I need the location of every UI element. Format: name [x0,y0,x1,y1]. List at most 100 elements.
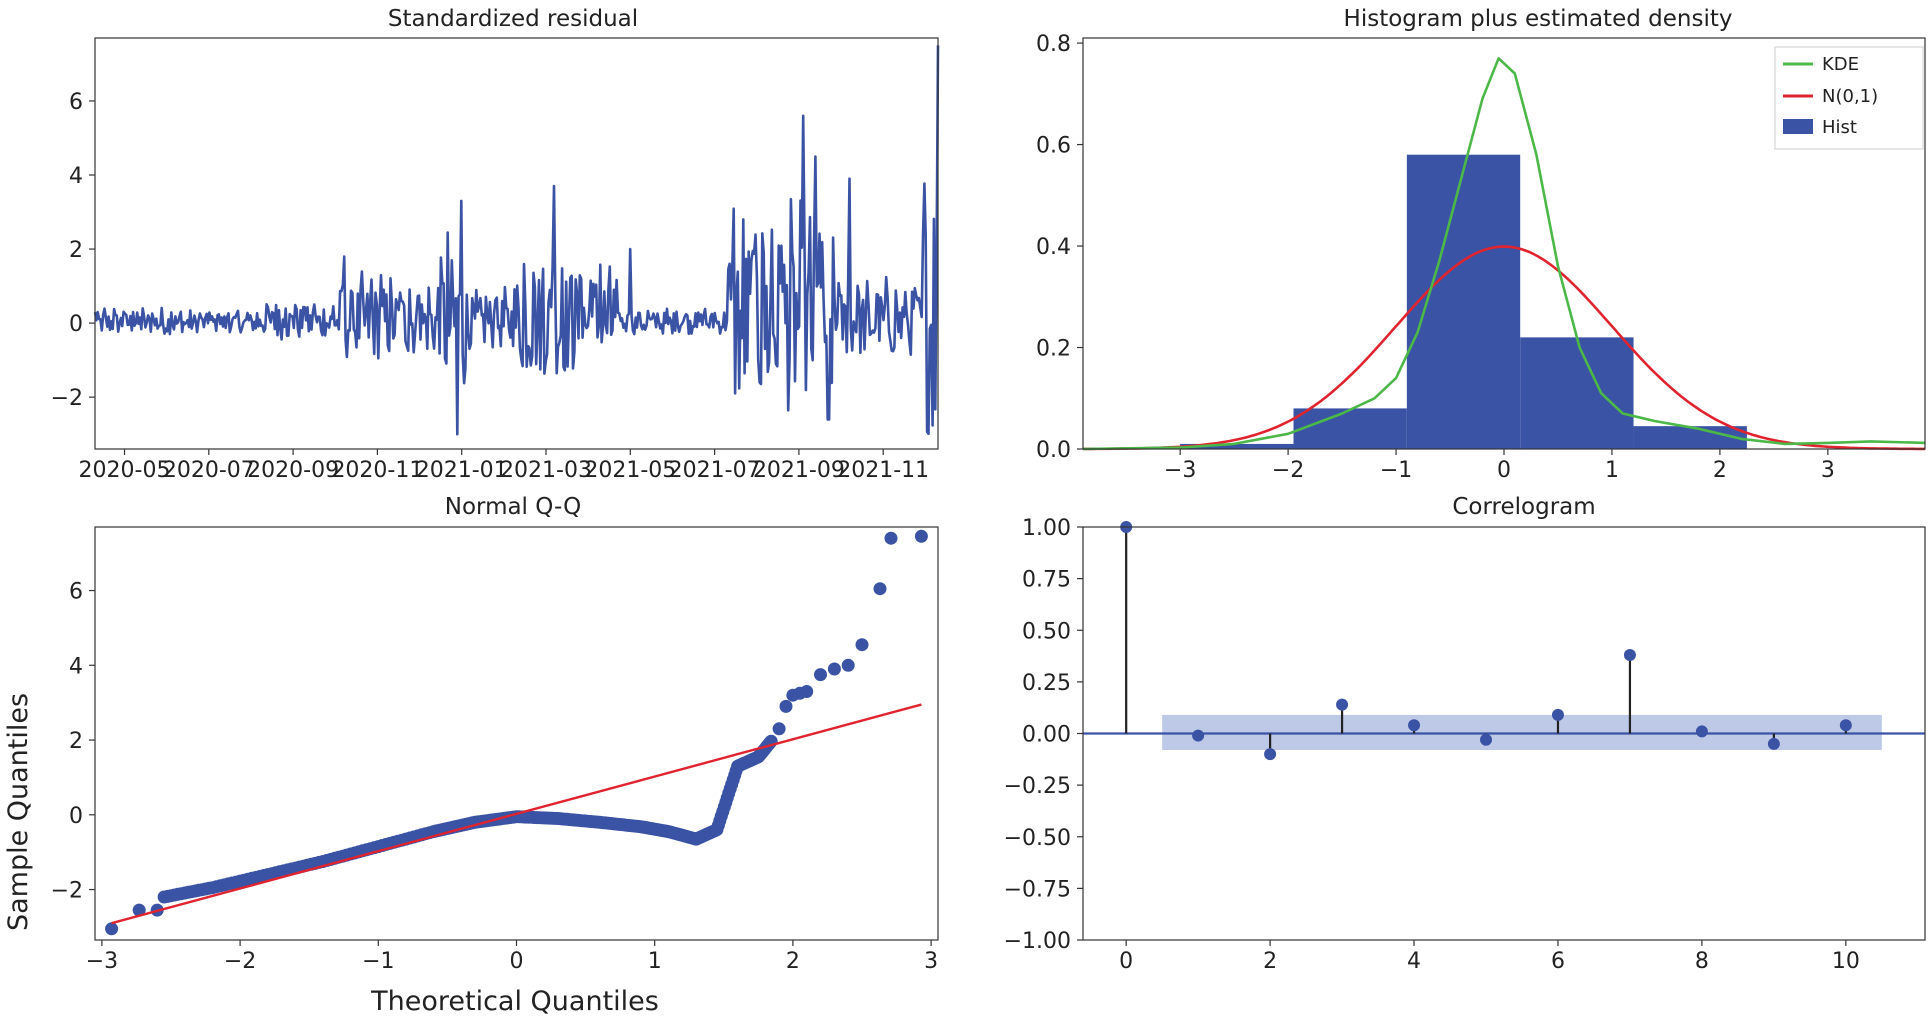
histogram-xtick-label: 3 [1821,458,1835,483]
acf-marker [1767,737,1780,750]
correlogram-ytick-label: 0.25 [1022,671,1071,696]
residual-xtick-label: 2021-09 [753,458,845,483]
residual-ytick-label: 2 [69,238,83,263]
qq-point [814,668,827,682]
histogram-title: Histogram plus estimated density [1344,6,1733,32]
residual-frame [94,37,939,450]
qq-xlabel: Theoretical Quantiles [370,986,659,1017]
histogram-bar [1633,426,1747,449]
qq-point [884,531,898,545]
qq-xtick-label: −1 [362,949,394,974]
acf-marker [1551,708,1564,721]
legend-normal-label: N(0,1) [1822,86,1878,107]
qq-point [132,903,146,917]
qq-xtick-label: −3 [86,949,118,974]
correlogram-xtick-label: 4 [1407,949,1421,974]
residual-panel: Standardized residual 2020-052020-072020… [51,6,940,483]
histogram-xtick-label: 1 [1605,458,1619,483]
acf-marker [1192,729,1205,742]
residual-xtick-label: 2020-07 [163,458,255,483]
histogram-ytick-label: 0.6 [1036,134,1071,159]
qq-title: Normal Q-Q [445,494,582,520]
residual-xtick-label: 2021-01 [416,458,508,483]
histogram-xtick-label: 2 [1713,458,1727,483]
histogram-bar [1406,154,1521,449]
residual-xtick-label: 2021-05 [584,458,676,483]
histogram-panel: Histogram plus estimated density −3 −2 −1 0… [1036,6,1926,483]
correlogram-xtick-label: 2 [1263,949,1277,974]
residual-ytick-label: −2 [51,386,83,411]
qq-ytick-label: 0 [69,804,83,829]
legend-hist-label: Hist [1822,117,1857,138]
residual-xtick-label: 2021-03 [500,458,592,483]
qq-panel: Normal Q-Q Theoretical Quantiles Sample … [3,494,939,1017]
qq-point [914,529,928,543]
qq-point [800,685,814,698]
qq-ylabel: Sample Quantiles [3,693,34,931]
residual-xtick-label: 2020-09 [247,458,339,483]
correlogram-ytick-label: −0.25 [1004,774,1071,799]
histogram-bar [1180,443,1294,449]
qq-point [827,662,841,676]
qq-xtick-label: 2 [786,949,800,974]
residual-title: Standardized residual [388,6,638,32]
kde-line [1082,56,1926,451]
histogram-ytick-label: 0.4 [1036,235,1071,260]
histogram-ytick-label: 0.0 [1036,438,1071,463]
correlogram-ytick-label: −1.00 [1004,929,1071,954]
histogram-legend: KDE N(0,1) Hist [1774,46,1924,150]
normal-density-line [1083,245,1925,451]
histogram-xtick-label: −1 [1380,458,1412,483]
qq-ytick-label: 6 [69,580,83,605]
residual-xtick-label: 2020-05 [79,458,171,483]
qq-point [855,638,869,652]
residual-ytick-label: 4 [69,164,83,189]
qq-xtick-label: 0 [510,949,524,974]
residual-xtick-label: 2021-07 [669,458,761,483]
acf-marker [1695,725,1708,738]
histogram-xtick-label: −3 [1164,458,1196,483]
acf-marker [1839,719,1852,732]
correlogram-xtick-label: 8 [1695,949,1709,974]
histogram-ytick-label: 0.8 [1036,32,1071,57]
acf-marker [1623,649,1636,662]
qq-point [779,699,793,713]
residual-xtick-label: 2021-11 [837,458,929,483]
correlogram-ytick-label: 0.00 [1022,723,1071,748]
qq-reference-line [111,703,922,925]
residual-ytick-label: 6 [69,90,83,115]
qq-ytick-label: −2 [51,879,83,904]
histogram-xtick-label: 0 [1497,458,1511,483]
legend-kde-label: KDE [1822,54,1859,75]
qq-point [873,582,887,596]
acf-marker [1336,698,1349,711]
histogram-bar [1293,408,1407,449]
correlogram-xtick-label: 10 [1832,949,1860,974]
acf-marker [1480,733,1493,746]
histogram-bar [1520,337,1634,449]
qq-ytick-label: 2 [69,729,83,754]
residual-xtick-label: 2020-11 [331,458,423,483]
correlogram-ytick-label: −0.50 [1004,826,1071,851]
legend-hist-swatch [1783,119,1813,134]
correlogram-xtick-label: 6 [1551,949,1565,974]
residual-series-line [93,45,940,436]
qq-point [105,922,119,936]
histogram-xtick-label: −2 [1272,458,1304,483]
correlogram-ytick-label: −0.75 [1004,877,1071,902]
correlogram-title: Correlogram [1452,494,1595,520]
qq-ytick-label: 4 [69,654,83,679]
qq-xtick-label: 1 [648,949,662,974]
acf-marker [1264,748,1277,761]
residual-ytick-label: 0 [69,312,83,337]
qq-point [772,722,786,736]
correlogram-xtick-label: 0 [1119,949,1133,974]
qq-point [841,658,855,672]
correlogram-ytick-label: 1.00 [1022,516,1071,541]
acf-marker [1408,719,1421,732]
qq-xtick-label: 3 [924,949,938,974]
correlogram-ytick-label: 0.50 [1022,619,1071,644]
histogram-ytick-label: 0.2 [1036,337,1071,362]
